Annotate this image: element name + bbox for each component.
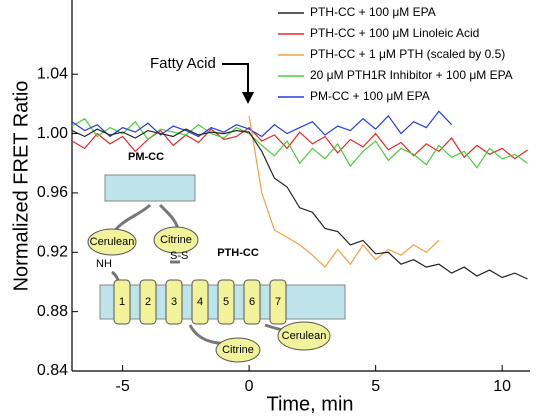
helix [113, 279, 131, 325]
series-line [71, 110, 453, 138]
annotation-arrow [222, 63, 249, 98]
helix [269, 279, 287, 325]
pm-cc-label: PM-CC [128, 151, 164, 163]
citrine-shape [153, 226, 199, 254]
legend-label: PTH-CC + 1 μM PTH (scaled by 0.5) [310, 47, 505, 61]
pth-cc-label: PTH-CC [217, 247, 259, 259]
y-tick-label: 0.92 [37, 243, 68, 260]
ss-label: S-S [170, 250, 188, 262]
y-tick-label: 1.00 [37, 125, 68, 142]
cerulean-label: Cerulean [90, 236, 135, 248]
membrane [104, 174, 196, 202]
annotation: Fatty Acid [150, 55, 216, 72]
helix-label: 5 [223, 296, 229, 308]
helix-label: 2 [145, 296, 151, 308]
legend-label: PTH-CC + 100 μM Linoleic Acid [310, 26, 479, 40]
series-line [248, 115, 440, 269]
series-line [71, 117, 528, 169]
x-tick-label: 5 [371, 378, 380, 395]
arrow-head [242, 92, 254, 104]
citrine-label: Citrine [222, 344, 254, 356]
y-tick-label: 0.88 [37, 303, 68, 320]
legend-label: PM-CC + 100 μM EPA [310, 89, 430, 103]
helix [165, 279, 183, 325]
cerulean-label: Cerulean [282, 330, 327, 342]
helix [243, 279, 261, 325]
y-tick-label: 0.96 [37, 184, 68, 201]
helix-label: 6 [249, 296, 255, 308]
helix-label: 1 [119, 296, 125, 308]
y-tick-label: 1.04 [37, 65, 68, 82]
helix [217, 279, 235, 325]
citrine-label: Citrine [160, 234, 192, 246]
legend-label: PTH-CC + 100 μM EPA [310, 5, 436, 19]
y-tick-label: 0.84 [37, 362, 68, 379]
helix-label: 3 [171, 296, 177, 308]
helix [191, 279, 209, 325]
x-tick-label: 10 [493, 378, 511, 395]
cerulean-shape [277, 321, 331, 351]
helix-label: 7 [275, 296, 281, 308]
helix-label: 4 [197, 296, 203, 308]
helix [139, 279, 157, 325]
x-tick-label: -5 [115, 378, 129, 395]
citrine-shape [215, 337, 261, 363]
x-tick-label: 0 [245, 378, 254, 395]
nh-label: NH [96, 258, 112, 270]
x-axis-label: Time, min [266, 393, 353, 415]
series-line [71, 128, 528, 280]
y-axis-label: Normalized FRET Ratio [10, 81, 32, 292]
cerulean-shape [87, 228, 137, 256]
inset-labels: PM-CC Cerulean Citrine PTH-CC NH S-S Cit… [87, 151, 331, 363]
legend-label: 20 μM PTH1R Inhibitor + 100 μM EPA [310, 68, 513, 82]
